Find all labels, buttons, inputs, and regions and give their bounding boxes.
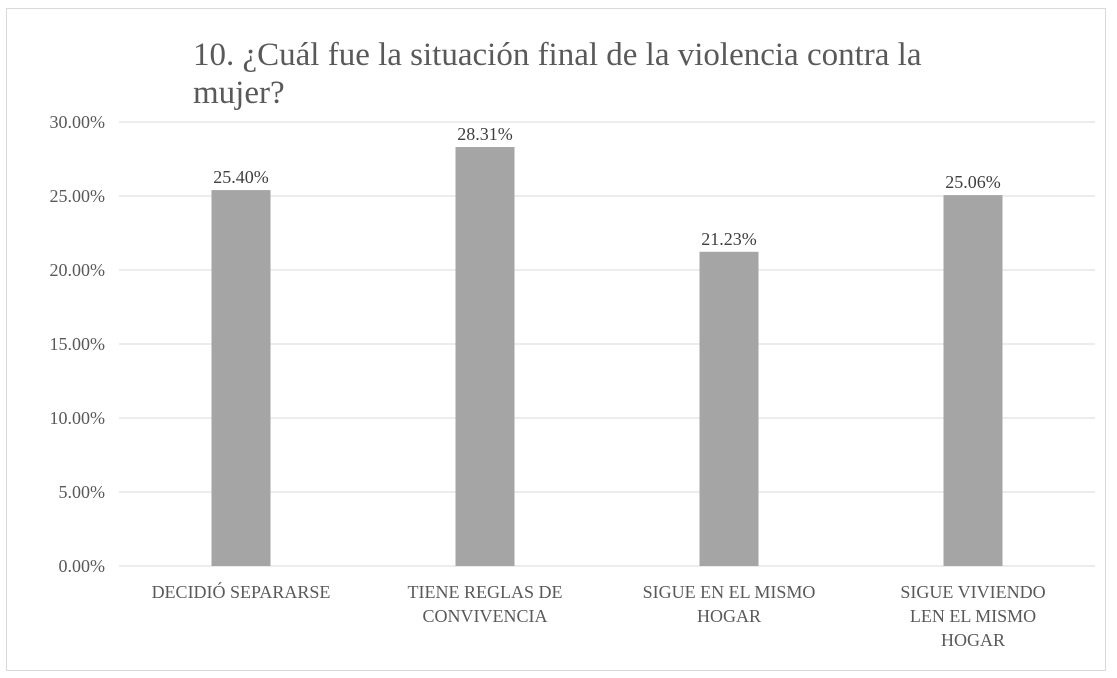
gridlines (119, 121, 1095, 567)
bar (943, 195, 1003, 566)
data-label: 28.31% (457, 124, 513, 144)
category-label: LEN EL MISMO (910, 606, 1036, 626)
data-label: 21.23% (701, 229, 757, 249)
y-tick-label: 30.00% (50, 112, 106, 132)
category-label: DECIDIÓ SEPARARSE (152, 581, 331, 602)
data-label: 25.06% (945, 172, 1001, 192)
data-label: 25.40% (213, 167, 269, 187)
chart-title: 10. ¿Cuál fue la situación final de la v… (193, 37, 922, 111)
y-axis-tick-labels: 0.00% 5.00% 10.00% 15.00% 20.00% 25.00% 30.00% (50, 112, 106, 576)
y-tick-label: 25.00% (50, 186, 106, 206)
x-axis-category-labels: DECIDIÓ SEPARARSE TIENE REGLAS DE CONVIVEN… (152, 581, 1046, 650)
category-label: CONVIVENCIA (423, 606, 548, 626)
chart-title-line: 10. ¿Cuál fue la situación final de la v… (193, 37, 922, 73)
y-tick-label: 15.00% (50, 334, 106, 354)
y-tick-label: 20.00% (50, 260, 106, 280)
category-label: TIENE REGLAS DE (408, 582, 563, 602)
chart-area: 10. ¿Cuál fue la situación final de la v… (6, 8, 1106, 671)
y-tick-label: 5.00% (59, 482, 106, 502)
category-label: SIGUE VIVIENDO (900, 582, 1045, 602)
category-label: HOGAR (941, 630, 1005, 650)
category-label: HOGAR (697, 606, 761, 626)
category-label: SIGUE EN EL MISMO (643, 582, 816, 602)
y-tick-label: 0.00% (59, 556, 106, 576)
bar (699, 251, 759, 566)
y-tick-label: 10.00% (50, 408, 106, 428)
bar-chart: 10. ¿Cuál fue la situación final de la v… (50, 37, 1095, 650)
bar (455, 147, 515, 566)
chart-title-line: mujer? (193, 75, 285, 111)
data-labels: 25.40% 28.31% 21.23% 25.06% (213, 124, 1001, 249)
bars (211, 147, 1003, 566)
bar (211, 190, 271, 566)
